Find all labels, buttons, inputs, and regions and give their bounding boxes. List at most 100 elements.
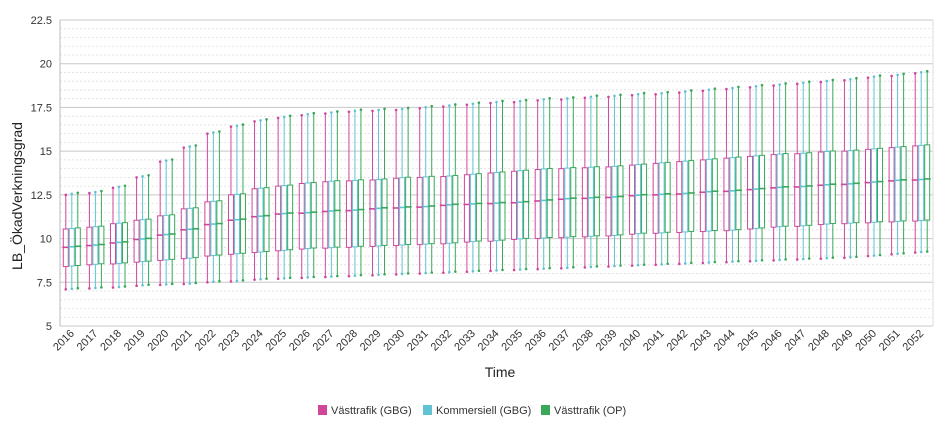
x-tick-label: 2033 (452, 328, 478, 354)
x-tick-label: 2029 (358, 328, 384, 354)
category-group (274, 114, 294, 281)
min-point (495, 269, 498, 272)
box (770, 154, 777, 228)
max-point (312, 111, 316, 115)
box (747, 155, 754, 230)
box (452, 174, 459, 244)
box (345, 180, 352, 248)
min-point (660, 262, 663, 266)
max-point (253, 120, 256, 123)
category-group (557, 96, 577, 270)
max-point (123, 184, 127, 188)
box (157, 215, 164, 261)
min-point (583, 266, 587, 269)
box (534, 169, 541, 240)
min-point (418, 272, 422, 275)
min-point (188, 282, 192, 285)
max-point (583, 96, 587, 100)
max-point (660, 91, 663, 95)
min-point (206, 280, 209, 284)
x-tick-label: 2036 (523, 328, 549, 354)
max-point (890, 74, 893, 78)
min-point (306, 276, 310, 279)
box (753, 155, 760, 229)
min-point (518, 268, 522, 271)
box (924, 144, 931, 221)
max-point (707, 88, 711, 92)
box (688, 160, 695, 232)
min-point (259, 277, 262, 281)
box (310, 181, 317, 249)
category-group (604, 93, 624, 268)
min-point (666, 262, 669, 266)
box (375, 178, 382, 247)
box (298, 182, 305, 250)
max-point (182, 146, 186, 149)
category-group (652, 90, 672, 267)
max-point (925, 69, 929, 73)
x-tick-label: 2030 (381, 328, 407, 354)
category-group (770, 82, 790, 262)
x-tick-label: 2046 (759, 328, 785, 354)
max-point (448, 104, 451, 107)
x-tick-label: 2051 (877, 328, 903, 354)
max-point (141, 175, 144, 178)
max-point (725, 87, 728, 91)
box (133, 219, 140, 263)
max-point (902, 72, 905, 76)
max-point (731, 86, 734, 90)
y-tick-label: 17.5 (31, 102, 52, 114)
max-point (147, 173, 150, 177)
x-tick-label: 2032 (429, 328, 455, 354)
box (676, 161, 683, 233)
box (800, 152, 807, 227)
box (894, 146, 901, 222)
box (334, 180, 341, 248)
max-point (748, 86, 752, 89)
min-point (677, 262, 681, 266)
box (699, 159, 706, 233)
box (416, 176, 423, 246)
max-point (465, 103, 469, 107)
box (782, 153, 789, 227)
category-group (180, 144, 200, 286)
max-point (235, 124, 239, 127)
max-point (94, 190, 97, 194)
min-point (731, 260, 734, 263)
max-point (394, 108, 398, 112)
max-point (754, 84, 758, 88)
max-point (896, 73, 899, 77)
min-point (701, 261, 705, 265)
min-point (94, 286, 97, 290)
x-tick-label: 2049 (830, 328, 856, 354)
x-tick-label: 2048 (806, 328, 832, 354)
min-point (636, 263, 640, 267)
category-group (251, 118, 271, 281)
x-tick-label: 2035 (499, 328, 525, 354)
max-point (288, 114, 292, 118)
max-point (454, 103, 457, 106)
max-point (819, 80, 823, 84)
box (540, 168, 547, 239)
max-point (571, 96, 575, 99)
min-point (330, 275, 333, 278)
max-point (778, 83, 781, 86)
legend-item: Västtrafik (GBG) (318, 405, 412, 417)
box (357, 179, 364, 247)
min-point (76, 286, 80, 290)
box (399, 177, 406, 246)
max-point (336, 110, 339, 113)
min-point (807, 257, 811, 260)
box (328, 180, 335, 249)
box (877, 147, 884, 223)
category-group (487, 99, 506, 273)
max-point (795, 82, 799, 86)
min-point (218, 279, 221, 283)
legend-item: Kommersiell (GBG) (423, 405, 531, 417)
max-point (259, 119, 262, 122)
category-group (227, 123, 247, 283)
min-point (654, 263, 657, 267)
max-point (807, 80, 811, 84)
max-point (471, 102, 475, 106)
